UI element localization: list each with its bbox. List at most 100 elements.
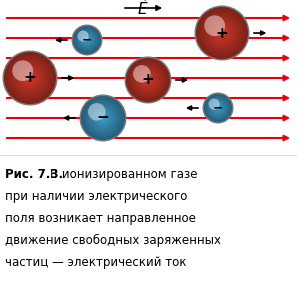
Circle shape: [97, 112, 108, 123]
Circle shape: [76, 29, 98, 51]
Circle shape: [134, 66, 162, 94]
Circle shape: [195, 5, 249, 60]
Circle shape: [79, 32, 95, 48]
Circle shape: [214, 25, 230, 41]
Circle shape: [206, 96, 230, 120]
Circle shape: [205, 95, 231, 121]
Circle shape: [209, 20, 235, 46]
Circle shape: [90, 105, 116, 131]
Circle shape: [204, 15, 240, 51]
Text: при наличии электрического: при наличии электрического: [5, 190, 187, 203]
Circle shape: [214, 104, 222, 112]
Circle shape: [86, 39, 88, 41]
Circle shape: [204, 15, 225, 36]
Circle shape: [138, 70, 158, 90]
Text: движение свободных заряженных: движение свободных заряженных: [5, 234, 221, 247]
Circle shape: [22, 70, 38, 86]
Circle shape: [212, 102, 224, 114]
Circle shape: [82, 97, 124, 139]
Circle shape: [17, 65, 43, 91]
Circle shape: [10, 58, 50, 97]
Circle shape: [29, 77, 31, 79]
Circle shape: [23, 71, 37, 84]
Circle shape: [26, 74, 34, 82]
Text: +: +: [216, 25, 228, 40]
Circle shape: [196, 7, 248, 59]
Circle shape: [145, 77, 151, 83]
Circle shape: [212, 102, 224, 114]
Circle shape: [102, 117, 104, 119]
Circle shape: [4, 52, 56, 104]
Circle shape: [18, 66, 42, 90]
Circle shape: [208, 19, 236, 47]
Circle shape: [205, 16, 239, 50]
Circle shape: [200, 11, 244, 55]
Circle shape: [210, 21, 234, 45]
Circle shape: [144, 76, 152, 84]
Circle shape: [80, 95, 127, 142]
Text: В ионизированном газе: В ионизированном газе: [50, 168, 198, 181]
Circle shape: [208, 99, 220, 110]
Circle shape: [20, 68, 40, 88]
Circle shape: [77, 30, 97, 50]
Circle shape: [136, 68, 160, 92]
Text: +: +: [24, 71, 36, 86]
Text: частиц — электрический ток: частиц — электрический ток: [5, 256, 187, 269]
Circle shape: [77, 29, 97, 51]
Circle shape: [78, 31, 96, 49]
Circle shape: [213, 24, 231, 42]
Circle shape: [124, 57, 171, 103]
Circle shape: [207, 97, 229, 119]
Circle shape: [221, 32, 223, 34]
Circle shape: [83, 36, 91, 44]
Circle shape: [75, 27, 99, 53]
Circle shape: [80, 33, 94, 47]
Circle shape: [147, 79, 149, 81]
Circle shape: [208, 98, 228, 118]
Circle shape: [126, 58, 170, 102]
Text: −: −: [213, 101, 223, 114]
Circle shape: [217, 107, 219, 109]
Circle shape: [218, 29, 226, 37]
Circle shape: [206, 17, 238, 49]
Circle shape: [25, 73, 35, 83]
Circle shape: [101, 116, 105, 120]
Circle shape: [86, 101, 119, 134]
Circle shape: [93, 108, 113, 128]
Circle shape: [94, 109, 112, 127]
Circle shape: [211, 101, 225, 115]
Circle shape: [86, 39, 89, 41]
Circle shape: [88, 103, 106, 121]
Circle shape: [199, 10, 245, 56]
Circle shape: [81, 34, 93, 46]
Text: Рис. 7.3.: Рис. 7.3.: [5, 168, 63, 181]
Circle shape: [210, 100, 226, 116]
Circle shape: [81, 96, 125, 140]
Circle shape: [217, 107, 219, 110]
Circle shape: [215, 105, 221, 111]
Circle shape: [5, 53, 55, 103]
Circle shape: [99, 114, 108, 123]
Circle shape: [130, 62, 166, 98]
Circle shape: [209, 99, 227, 117]
Circle shape: [146, 78, 150, 82]
Circle shape: [210, 100, 226, 116]
Circle shape: [81, 34, 93, 46]
Circle shape: [206, 95, 230, 121]
Circle shape: [89, 104, 117, 132]
Text: −: −: [82, 34, 92, 47]
Circle shape: [127, 59, 169, 101]
Text: +: +: [142, 73, 154, 88]
Circle shape: [72, 25, 102, 55]
Circle shape: [213, 103, 223, 113]
Circle shape: [216, 106, 220, 110]
Circle shape: [97, 111, 110, 125]
Circle shape: [95, 110, 111, 126]
Circle shape: [129, 61, 167, 99]
Circle shape: [137, 69, 159, 91]
Circle shape: [88, 103, 119, 134]
Text: $\vec{E}$: $\vec{E}$: [137, 0, 149, 18]
Circle shape: [143, 75, 154, 86]
Circle shape: [208, 97, 228, 118]
Circle shape: [86, 100, 121, 136]
